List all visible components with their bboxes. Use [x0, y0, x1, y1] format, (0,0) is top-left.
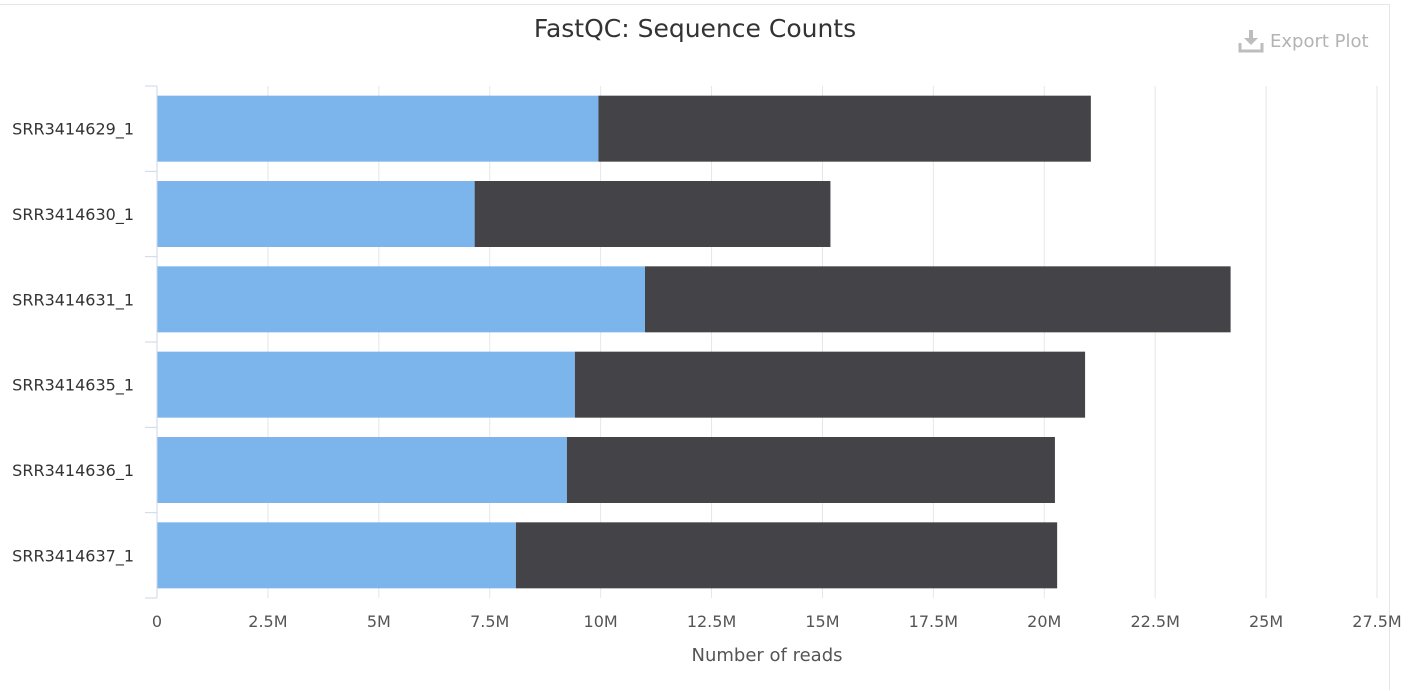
x-tick-label: 12.5M [687, 612, 736, 631]
bar-segment [157, 266, 645, 333]
x-tick-label: 7.5M [470, 612, 509, 631]
bar-segment [598, 95, 1091, 162]
bar-segment [157, 437, 567, 503]
x-tick-label: 25M [1249, 612, 1283, 631]
x-tick-label: 0 [152, 612, 162, 631]
category-label: SRR3414629_1 [12, 120, 134, 140]
bar-segment [474, 181, 831, 247]
x-tick-label: 20M [1027, 612, 1061, 631]
chart-panel [0, 4, 1390, 690]
x-axis-title: Number of reads [691, 645, 842, 666]
category-label: SRR3414636_1 [12, 461, 134, 481]
export-plot-label: Export Plot [1270, 30, 1369, 52]
bar-segment [157, 95, 599, 162]
download-icon [1238, 29, 1264, 53]
x-tick-label: 10M [584, 612, 618, 631]
x-tick-label: 17.5M [909, 612, 958, 631]
x-tick-label: 22.5M [1130, 612, 1179, 631]
category-label: SRR3414637_1 [12, 546, 134, 566]
bar-segment [515, 522, 1058, 589]
bar-segment [574, 351, 1086, 418]
bar-segment [566, 437, 1055, 503]
category-label: SRR3414631_1 [12, 290, 134, 310]
export-plot-button[interactable]: Export Plot [1238, 26, 1369, 56]
x-tick-label: 27.5M [1352, 612, 1401, 631]
chart-title: FastQC: Sequence Counts [533, 14, 857, 43]
x-tick-label: 15M [805, 612, 839, 631]
x-tick-label: 5M [367, 612, 391, 631]
category-label: SRR3414635_1 [12, 376, 134, 396]
category-label: SRR3414630_1 [12, 205, 134, 225]
x-tick-label: 2.5M [248, 612, 287, 631]
bar-segment [157, 181, 475, 247]
bar-segment [645, 266, 1231, 333]
bar-segment [157, 351, 575, 418]
bar-segment [157, 522, 516, 589]
